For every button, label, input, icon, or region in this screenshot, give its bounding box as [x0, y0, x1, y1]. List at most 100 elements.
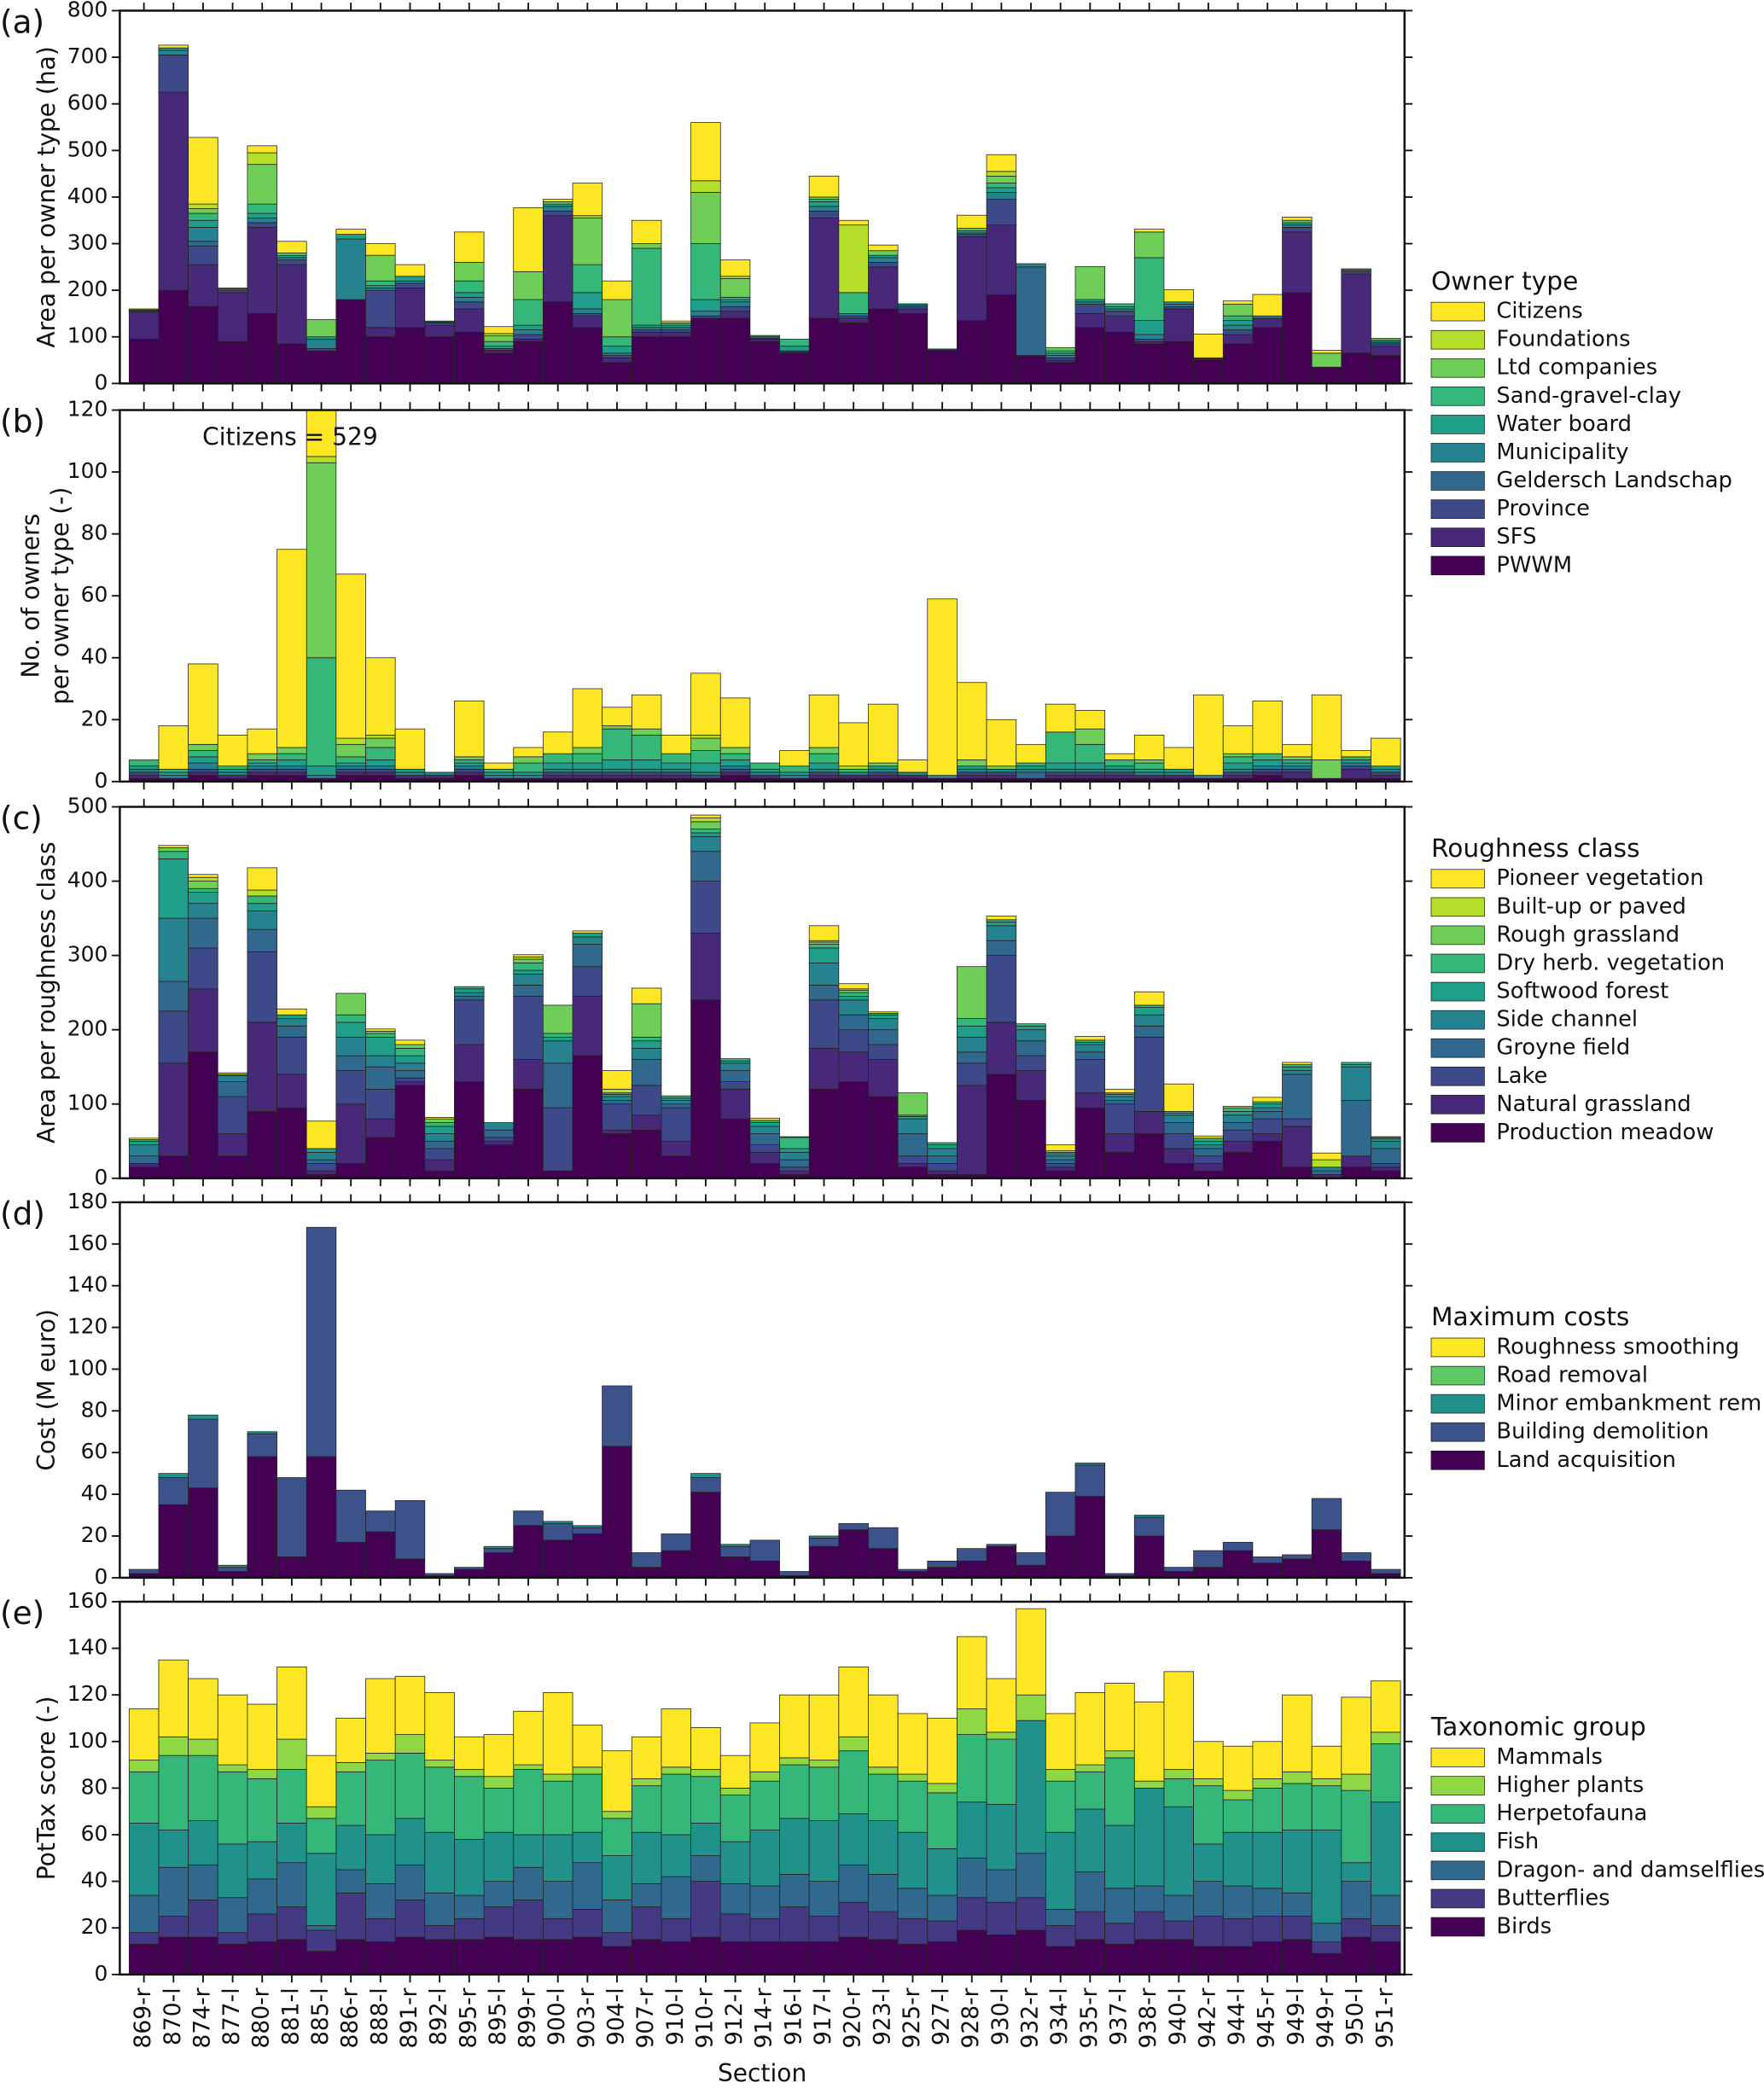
bar-segment — [602, 346, 632, 354]
bar-segment — [1074, 728, 1106, 745]
x-tick-label: 920-r — [840, 1987, 866, 2048]
bar-segment — [1341, 750, 1371, 758]
bar-segment — [158, 1010, 189, 1064]
bar-segment — [1016, 1564, 1046, 1578]
bar-segment — [158, 845, 189, 848]
bar-segment — [572, 768, 603, 773]
bar-segment — [838, 999, 869, 1015]
bar-segment — [957, 236, 987, 322]
bar-segment — [247, 164, 277, 205]
bar-segment — [1193, 694, 1224, 776]
bar-segment — [602, 336, 632, 347]
bar-segment — [927, 1142, 958, 1146]
bar-segment — [572, 775, 603, 779]
bar-segment — [602, 362, 632, 384]
bar-segment — [1341, 1062, 1371, 1065]
bar-segment — [779, 1694, 810, 1759]
bar-segment — [779, 1148, 810, 1153]
x-tick-label: 949-r — [1313, 1987, 1339, 2048]
bar-segment — [631, 247, 662, 326]
bar-segment — [957, 228, 987, 231]
bar-segment — [483, 340, 515, 347]
bar-segment — [483, 1548, 515, 1553]
bar-segment — [1371, 771, 1401, 776]
bar-segment — [927, 1792, 958, 1849]
bar-segment — [1341, 1064, 1371, 1068]
bar-segment — [424, 1573, 455, 1576]
bar-segment — [1222, 304, 1254, 317]
bar-segment — [808, 1766, 840, 1822]
bar-segment — [483, 775, 515, 779]
bar-segment — [1371, 1140, 1401, 1149]
y-tick-label: 20 — [81, 1914, 108, 1939]
bar-segment — [957, 234, 987, 237]
bar-segment — [572, 1773, 603, 1833]
bar-segment — [542, 768, 573, 773]
legend-label: SFS — [1496, 524, 1536, 550]
bar-segment — [335, 1103, 366, 1164]
bar-segment — [808, 944, 840, 949]
plot-area — [128, 1608, 1401, 1975]
bar-segment — [128, 1708, 160, 1761]
bar-segment — [188, 1051, 218, 1178]
bar-segment — [661, 1155, 691, 1178]
bar-segment — [247, 218, 277, 224]
bar-segment — [838, 1029, 869, 1053]
bar-segment — [335, 1541, 366, 1578]
bar-segment — [749, 1830, 780, 1887]
bar-segment — [602, 1094, 632, 1097]
bar-segment — [1016, 743, 1046, 764]
panel-label: (c) — [0, 800, 43, 837]
bar-segment — [306, 1151, 337, 1161]
bar-segment — [719, 1795, 751, 1842]
bar-segment — [365, 1118, 396, 1138]
bar-segment — [394, 768, 426, 773]
bar-segment — [247, 1431, 277, 1434]
legend-label: Citizens — [1496, 299, 1582, 324]
bar-segment — [483, 1776, 515, 1789]
bar-segment — [513, 329, 544, 335]
bar-segment — [1045, 1780, 1076, 1833]
bar-segment — [631, 329, 662, 333]
bar-segment — [1074, 1039, 1106, 1043]
bar-segment — [1045, 1167, 1076, 1172]
bar-segment — [868, 1939, 899, 1975]
bar-segment — [986, 1935, 1017, 1975]
bar-segment — [661, 1834, 691, 1877]
bar-segment — [1104, 1757, 1135, 1826]
bar-segment — [335, 573, 366, 739]
bar-segment — [631, 1129, 662, 1178]
bar-segment — [808, 1545, 840, 1578]
bar-segment — [1045, 1946, 1076, 1975]
bar-segment — [1282, 762, 1313, 767]
bar-segment — [1371, 775, 1401, 779]
bar-segment — [838, 317, 869, 323]
bar-segment — [335, 1055, 366, 1071]
bar-segment — [779, 1764, 810, 1819]
x-tick-label: 895-r — [455, 1987, 481, 2048]
bar-segment — [394, 1044, 426, 1049]
bar-segment — [365, 765, 396, 770]
bar-segment — [868, 244, 899, 252]
bar-segment — [1311, 1159, 1342, 1168]
bar-segment — [927, 1170, 958, 1175]
bar-segment — [335, 1163, 366, 1178]
bar-segment — [749, 340, 780, 384]
legend-label: PWWM — [1496, 552, 1572, 578]
bar-segment — [661, 775, 691, 779]
bar-segment — [572, 1862, 603, 1910]
bar-segment — [661, 324, 691, 329]
bar-segment — [690, 1727, 721, 1770]
bar-segment — [1133, 231, 1165, 259]
bar-segment — [1311, 1152, 1342, 1161]
bar-segment — [897, 1155, 929, 1164]
bar-segment — [897, 1943, 929, 1975]
panel-label: (e) — [0, 1594, 44, 1632]
axes-frame — [119, 1201, 1406, 1580]
bar-segment — [572, 936, 603, 945]
bar-segment — [661, 1107, 691, 1142]
bar-segment — [513, 299, 544, 326]
bar-segment — [424, 1122, 455, 1127]
bar-segment — [335, 229, 366, 235]
bar-segment — [247, 1778, 277, 1842]
